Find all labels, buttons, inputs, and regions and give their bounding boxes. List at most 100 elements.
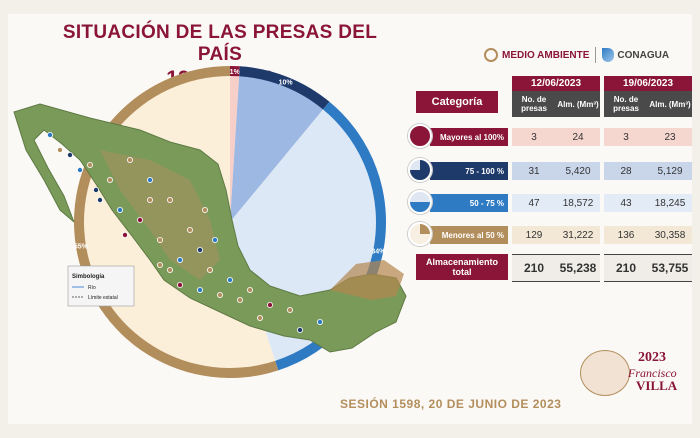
conagua-logo: CONAGUA — [617, 49, 670, 61]
mexico-map — [13, 103, 407, 353]
dam-marker — [266, 301, 273, 308]
row-label: 75 - 100 % — [430, 162, 508, 180]
anniversary-surname: VILLA — [636, 378, 678, 393]
table-cell: 136 — [604, 226, 648, 244]
dam-marker — [196, 246, 203, 253]
dam-marker — [57, 147, 64, 154]
dam-marker — [286, 306, 293, 313]
dam-marker — [146, 177, 153, 184]
pie-slice-ring — [239, 66, 330, 110]
dam-marker — [246, 286, 253, 293]
total-cell: 55,238 — [556, 254, 600, 282]
row-label: Mayores al 100% — [430, 128, 508, 146]
table-cell: 18,572 — [556, 194, 600, 212]
table-cell: 3 — [604, 128, 648, 146]
table-cell: 24 — [556, 128, 600, 146]
table-cell: 28 — [604, 162, 648, 180]
table-cell: 18,245 — [648, 194, 692, 212]
table-row: 75 - 100 % 31 5,420 28 5,129 — [408, 158, 692, 182]
dam-marker — [117, 206, 124, 213]
quarter-circle-icon — [408, 222, 432, 246]
legend-box — [67, 265, 135, 307]
table-row: 50 - 75 % 47 18,572 43 18,245 — [408, 190, 692, 214]
full-circle-icon — [408, 124, 432, 148]
dam-marker — [97, 196, 104, 203]
dam-marker — [93, 187, 100, 194]
legend-title: Simbología — [72, 274, 105, 280]
dam-marker — [296, 326, 303, 333]
dam-marker — [226, 276, 233, 283]
map-legend: Simbología Río Límite estatal — [67, 265, 135, 307]
pie-slice-ring — [230, 66, 240, 77]
dam-marker — [216, 291, 223, 298]
table-cell: 31 — [512, 162, 556, 180]
dam-marker — [196, 286, 203, 293]
subheader-1: No. de presas — [512, 91, 556, 117]
dam-marker — [176, 281, 183, 288]
row-label: Menores al 50 % — [430, 226, 508, 244]
dam-marker — [166, 196, 173, 203]
conagua-drop-icon — [602, 48, 615, 62]
pie-slice — [230, 66, 330, 222]
table-cell: 3 — [512, 128, 556, 146]
total-label: Almacenamiento total — [416, 254, 508, 280]
dam-marker — [77, 167, 84, 174]
category-header: Categoría — [416, 91, 498, 113]
dam-marker — [127, 157, 134, 164]
dam-markers — [47, 132, 323, 333]
dam-marker — [176, 256, 183, 263]
dam-marker — [156, 236, 163, 243]
total-row: Almacenamiento total 210 55,238 210 53,7… — [416, 254, 692, 282]
three-quarter-circle-icon — [408, 158, 432, 182]
portrait-icon — [580, 350, 630, 396]
eagle-emblem-icon — [484, 48, 498, 62]
subheader-4: Alm. (Mm³) — [648, 91, 692, 117]
table-cell: 5,420 — [556, 162, 600, 180]
dam-marker — [256, 314, 263, 321]
pie-value-label: 55% — [74, 244, 89, 251]
table-row: Menores al 50 % 129 31,222 136 30,358 — [408, 222, 692, 246]
total-cell: 53,755 — [648, 254, 692, 282]
dam-marker — [206, 266, 213, 273]
medio-ambiente-logo: MEDIO AMBIENTE — [502, 49, 590, 61]
row-label: 50 - 75 % — [430, 194, 508, 212]
table-row: Mayores al 100% 3 24 3 23 — [408, 124, 692, 148]
pie-slice — [230, 66, 240, 222]
table-cell: 47 — [512, 194, 556, 212]
table-cell: 30,358 — [648, 226, 692, 244]
anniversary-logo: 2023 Francisco VILLA — [576, 346, 684, 400]
dam-marker — [136, 216, 143, 223]
legend-state-boundary: Límite estatal — [88, 295, 118, 301]
table-cell: 23 — [648, 128, 692, 146]
pie-value-label: 10% — [279, 80, 294, 87]
dam-marker — [166, 266, 173, 273]
dam-marker — [146, 196, 153, 203]
map-and-pie-chart: 1% 10% 34% 55% Simbología Río Límite estata… — [13, 66, 407, 378]
pie-value-label: 1% — [230, 69, 241, 76]
date-header-2: 19/06/2023 — [604, 76, 692, 91]
logos-bar: MEDIO AMBIENTE CONAGUA — [484, 44, 684, 66]
dam-marker — [87, 162, 94, 169]
pie-value-label: 34% — [371, 248, 386, 255]
yucatan-shape — [330, 260, 404, 300]
table-cell: 5,129 — [648, 162, 692, 180]
table-cell: 31,222 — [556, 226, 600, 244]
table-cell: 129 — [512, 226, 556, 244]
total-cell: 210 — [604, 254, 648, 282]
table-cell: 43 — [604, 194, 648, 212]
dam-marker — [201, 206, 208, 213]
dam-marker — [122, 231, 129, 238]
dam-marker — [156, 261, 163, 268]
dam-marker — [316, 318, 323, 325]
dam-marker — [236, 296, 243, 303]
total-cell: 210 — [512, 254, 556, 282]
date-header-1: 12/06/2023 — [512, 76, 600, 91]
anniversary-name: Francisco — [628, 366, 677, 380]
dam-marker — [47, 132, 54, 139]
half-circle-icon — [408, 190, 432, 214]
legend-river: Río — [88, 285, 96, 291]
anniversary-year: 2023 — [638, 350, 666, 365]
dam-marker — [211, 236, 218, 243]
dam-marker — [107, 177, 114, 184]
